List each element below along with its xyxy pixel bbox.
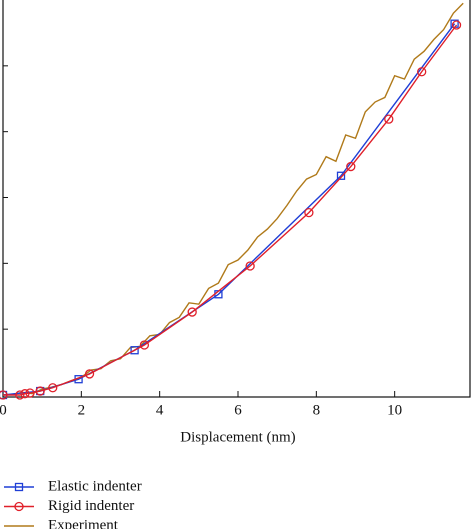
data-point: [384, 114, 394, 124]
data-point: [130, 346, 139, 355]
x-axis-label: Displacement (nm): [180, 429, 295, 445]
legend-marker: [14, 501, 24, 512]
data-point: [245, 261, 255, 271]
data-point: [187, 307, 197, 317]
x-tick-label: 8: [313, 402, 321, 418]
data-point: [336, 171, 346, 180]
data-point: [48, 383, 58, 393]
data-point: [346, 161, 356, 172]
data-point: [139, 340, 150, 350]
data-point: [20, 389, 30, 399]
data-point: [84, 369, 95, 379]
data-point: [417, 67, 427, 77]
data-point: [25, 388, 35, 398]
legend-marker: [14, 482, 24, 492]
x-tick-label: 2: [78, 402, 86, 418]
data-point: [451, 20, 462, 30]
series-line: [3, 24, 458, 396]
series-line: [2, 2, 464, 396]
data-point: [0, 390, 8, 400]
data-point: [304, 207, 314, 218]
legend-label: Rigid indenter: [48, 498, 134, 514]
x-tick-label: 4: [156, 402, 164, 418]
series-line: [2, 23, 456, 396]
legend-label: Experiment: [48, 517, 119, 529]
x-tick-label: 6: [234, 402, 242, 418]
x-tick-label: 10: [387, 402, 402, 418]
data-point: [15, 390, 25, 400]
legend-label: Elastic indenter: [48, 478, 142, 494]
x-tick-label: 0: [0, 402, 7, 418]
data-point: [35, 386, 45, 396]
plot-frame: [2, 0, 471, 398]
